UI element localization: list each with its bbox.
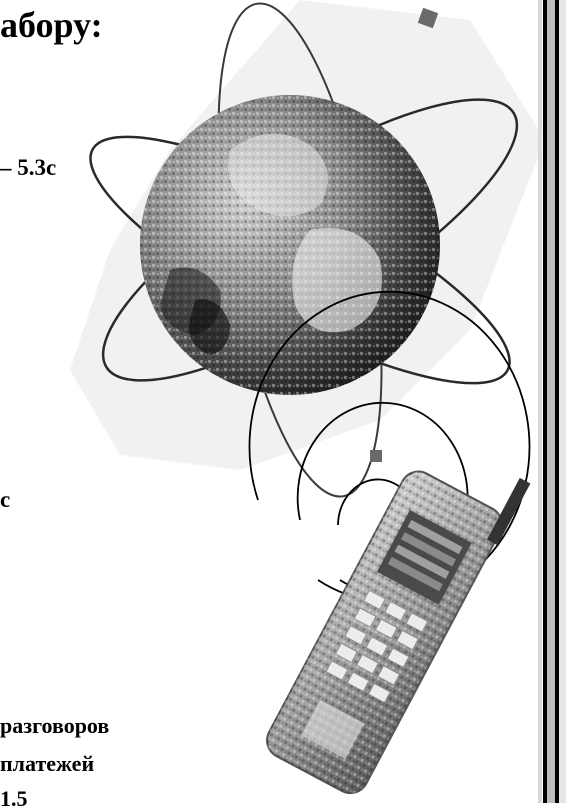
text-line-2: с — [0, 487, 11, 512]
text-line-3: разговоров — [0, 713, 110, 738]
text-line-1: – 5.3с — [0, 155, 57, 180]
globe-icon — [70, 0, 545, 498]
page-heading: абору: — [0, 5, 103, 45]
text-line-4: платежей — [0, 751, 95, 776]
mobile-phone-icon — [266, 470, 531, 795]
text-line-5: 1.5 — [0, 786, 28, 811]
right-border — [538, 0, 566, 803]
